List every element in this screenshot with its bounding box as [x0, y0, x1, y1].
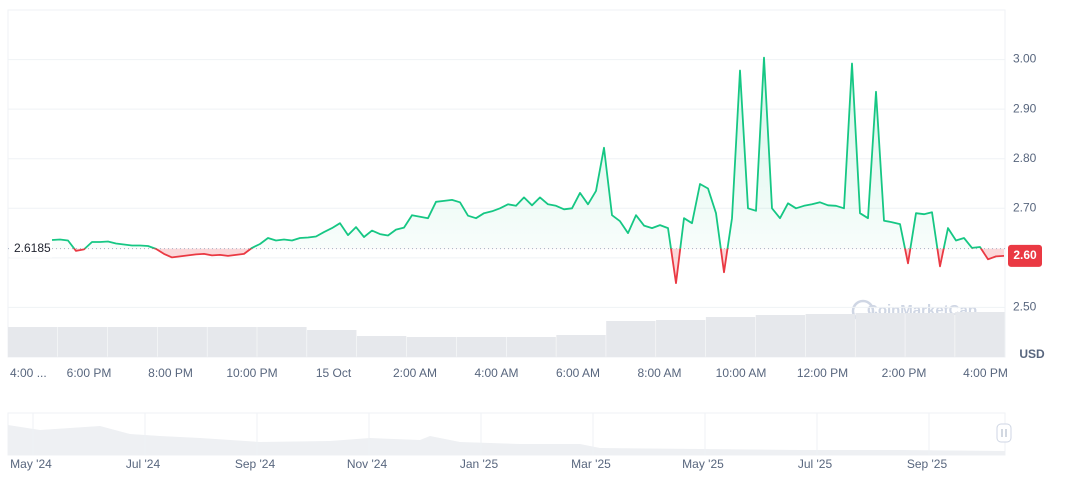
volume-bar	[656, 320, 706, 357]
x-tick-label: 4:00 ...	[10, 366, 47, 380]
volume-bar	[307, 330, 357, 357]
x-tick-label: 6:00 AM	[556, 366, 600, 380]
volume-bar	[207, 327, 257, 357]
x-tick-label: 4:00 AM	[474, 366, 518, 380]
navigator-label: Jul '25	[798, 457, 833, 471]
volume-bar	[855, 313, 905, 357]
navigator-label: Jul '24	[126, 457, 161, 471]
volume-bar	[905, 313, 955, 357]
volume-bar	[955, 312, 1005, 357]
navigator-label: Nov '24	[347, 457, 388, 471]
price-tag-label: 2.60	[1013, 248, 1037, 262]
navigator-label: May '25	[682, 457, 724, 471]
baseline-label: 2.6185	[14, 241, 51, 255]
navigator-label: Mar '25	[571, 457, 611, 471]
x-tick-label: 8:00 PM	[148, 366, 193, 380]
x-tick-label: 2:00 AM	[393, 366, 437, 380]
x-tick-label: 15 Oct	[316, 366, 352, 380]
x-tick-label: 6:00 PM	[67, 366, 112, 380]
volume-bar	[755, 315, 806, 357]
navigator-label: Jan '25	[460, 457, 499, 471]
volume-bar	[506, 337, 556, 357]
x-tick-label: 12:00 PM	[797, 366, 848, 380]
navigator	[7, 412, 1012, 456]
navigator-label: Sep '24	[235, 457, 276, 471]
y-unit: USD	[1019, 347, 1045, 361]
volume-bar	[556, 335, 606, 357]
baseline-label-box	[10, 239, 52, 258]
volume-bar	[57, 327, 108, 357]
volume-bar	[107, 327, 158, 357]
price-line	[51, 56, 1005, 284]
navigator-label: Sep '25	[907, 457, 948, 471]
volume-bar	[606, 321, 656, 357]
price-tag-box	[1008, 244, 1042, 267]
y-tick-label: 2.70	[1013, 200, 1037, 214]
volume-bar	[356, 336, 407, 357]
volume-bar	[157, 327, 207, 357]
navigator-label: May '24	[10, 457, 52, 471]
x-tick-label: 8:00 AM	[637, 366, 681, 380]
volume-bar	[456, 337, 506, 357]
x-tick-label: 4:00 PM	[963, 366, 1008, 380]
price-tag: 2.60	[1008, 244, 1042, 267]
navigator-handle[interactable]	[996, 423, 1012, 443]
y-tick-label: 3.00	[1013, 52, 1037, 66]
volume-bar	[257, 327, 307, 357]
y-tick-label: 2.90	[1013, 101, 1037, 115]
y-tick-label: 2.50	[1013, 300, 1037, 314]
x-tick-label: 10:00 PM	[226, 366, 277, 380]
price-area	[52, 57, 1004, 284]
volume-bar	[705, 317, 756, 357]
volume-bar	[406, 337, 457, 357]
volume-bar	[8, 327, 58, 357]
y-tick-label: 2.80	[1013, 151, 1037, 165]
volume-bar	[805, 314, 855, 357]
x-tick-label: 10:00 AM	[716, 366, 767, 380]
x-tick-label: 2:00 PM	[882, 366, 927, 380]
